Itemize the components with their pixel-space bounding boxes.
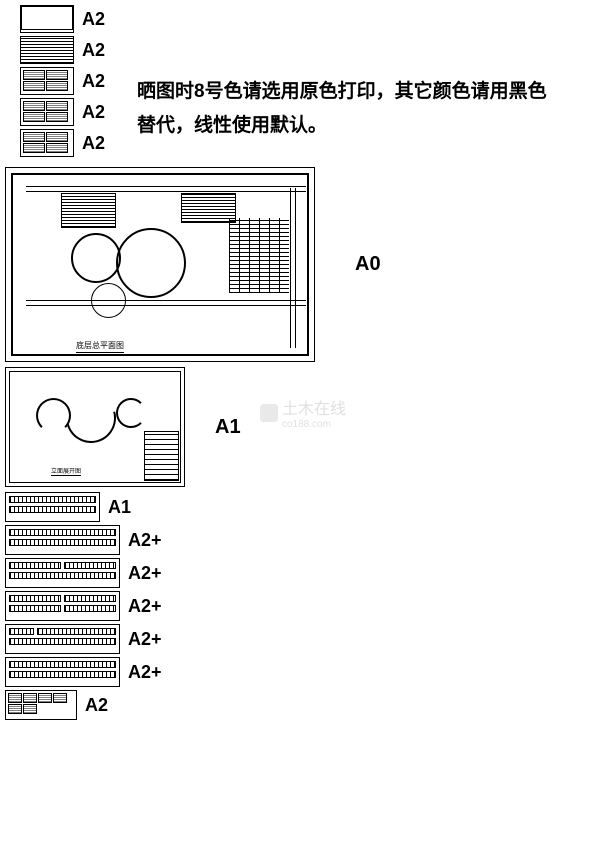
drawing-content xyxy=(16,178,304,336)
thumbnail-a2-1 xyxy=(20,5,74,33)
size-label: A0 xyxy=(355,253,381,276)
size-label: A2+ xyxy=(128,629,162,650)
thumb-content xyxy=(21,37,73,63)
watermark-icon xyxy=(260,404,278,422)
thumbnail-a2-2 xyxy=(20,36,74,64)
drawing-caption: 立面展开图 xyxy=(51,466,81,476)
building-rect-2 xyxy=(181,193,236,223)
size-label: A2 xyxy=(82,71,105,92)
size-label: A2 xyxy=(85,695,108,716)
road-south xyxy=(26,300,306,306)
arc-shape-2 xyxy=(36,398,71,433)
a1b-section: A1 xyxy=(0,492,610,522)
elevation-content xyxy=(6,658,119,681)
thumb-title-block xyxy=(21,6,73,30)
elevation-content xyxy=(6,592,119,615)
thumbnail-a2plus-1 xyxy=(5,525,120,555)
thumb-row: A2+ xyxy=(5,591,610,621)
a2plus-section: A2+ A2+ A2+ A2+ xyxy=(0,525,610,687)
drawing-caption: 底层总平面图 xyxy=(76,340,124,353)
elevation-content xyxy=(6,526,119,549)
print-instruction-text: 晒图时8号色请选用原色打印，其它颜色请用黑色 替代，线性使用默认。 xyxy=(137,75,547,143)
watermark-text: 土木在线 xyxy=(282,395,346,419)
road-east xyxy=(290,188,296,348)
thumbnail-a2plus-2 xyxy=(5,558,120,588)
thumb-content xyxy=(21,68,73,93)
thumb-content xyxy=(21,130,73,155)
a0-section: 底层总平面图 A0 xyxy=(0,167,610,362)
thumb-row: A2 xyxy=(20,36,610,64)
elevation-content xyxy=(6,625,119,648)
elevation-content xyxy=(6,493,99,516)
size-label: A2+ xyxy=(128,530,162,551)
building-circle-main xyxy=(116,228,186,298)
data-table xyxy=(229,218,289,293)
size-label: A2 xyxy=(82,102,105,123)
thumbnail-a2plus-5 xyxy=(5,657,120,687)
thumbnail-a1-elevation xyxy=(5,492,100,522)
elevation-content xyxy=(6,559,119,582)
size-label: A2 xyxy=(82,9,105,30)
building-rect-1 xyxy=(61,193,116,228)
thumbnail-a1: 立面展开图 xyxy=(5,367,185,487)
size-label: A1 xyxy=(215,416,241,439)
thumb-row: A2+ xyxy=(5,657,610,687)
bottom-section: A2 xyxy=(0,690,610,720)
title-block xyxy=(144,431,179,481)
arc-shape-3 xyxy=(116,398,146,428)
thumb-row: A2+ xyxy=(5,558,610,588)
watermark-url: co188.com xyxy=(282,419,346,430)
thumb-row: A2+ xyxy=(5,525,610,555)
thumb-row: A2 xyxy=(20,5,610,33)
building-circle-2 xyxy=(71,233,121,283)
thumbnail-a2-4 xyxy=(20,98,74,126)
size-label: A2+ xyxy=(128,662,162,683)
thumb-row: A2+ xyxy=(5,624,610,654)
size-label: A2+ xyxy=(128,563,162,584)
thumb-row: A1 xyxy=(5,492,610,522)
instruction-line2: 替代，线性使用默认。 xyxy=(137,109,547,143)
road-north xyxy=(26,186,306,192)
size-label: A2 xyxy=(82,133,105,154)
thumbnail-a2-bottom xyxy=(5,690,77,720)
building-circle-3 xyxy=(91,283,126,318)
thumbnail-a0-siteplan: 底层总平面图 xyxy=(5,167,315,362)
watermark: 土木在线 co188.com xyxy=(260,395,346,430)
thumbnail-a2plus-4 xyxy=(5,624,120,654)
thumb-content xyxy=(21,99,73,124)
size-label: A2 xyxy=(82,40,105,61)
size-label: A2+ xyxy=(128,596,162,617)
instruction-line1: 晒图时8号色请选用原色打印，其它颜色请用黑色 xyxy=(137,75,547,109)
thumb-row: A2 xyxy=(5,690,610,720)
thumb-content xyxy=(6,691,76,716)
thumbnail-a2plus-3 xyxy=(5,591,120,621)
thumbnail-a2-3 xyxy=(20,67,74,95)
thumbnail-a2-5 xyxy=(20,129,74,157)
size-label: A1 xyxy=(108,497,131,518)
